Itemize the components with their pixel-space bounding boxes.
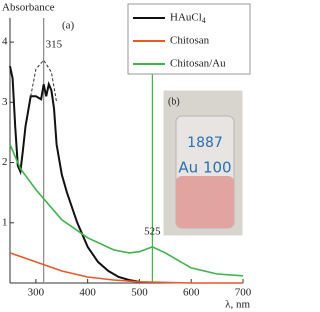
x-tick-label: 600: [183, 287, 200, 299]
x-tick-label: 300: [28, 287, 45, 299]
marker-label: 525: [144, 225, 161, 237]
subscript: 4: [202, 16, 206, 25]
legend-label: Chitosan/Au: [170, 58, 226, 70]
panel-label: (a): [62, 20, 75, 32]
jar-liquid: [176, 176, 234, 228]
chart: Absorbance (a) λ, nm (b) 1887 Au 100 300…: [2, 2, 251, 311]
legend-label: Chitosan: [170, 35, 210, 47]
handwriting: 1887: [187, 135, 223, 151]
y-axis-label: Absorbance: [2, 2, 55, 14]
x-axis-label: λ, nm: [225, 299, 250, 311]
y-tick-label: 3: [2, 96, 8, 108]
series-line: [9, 252, 243, 284]
inset-label: (b): [168, 96, 180, 107]
y-tick-label: 1: [2, 216, 8, 228]
x-tick-label: 500: [131, 287, 148, 299]
legend-box: [127, 3, 251, 75]
legend-label: HAuCl4: [170, 12, 206, 25]
marker-label: 315: [46, 39, 63, 51]
y-tick-label: 2: [2, 156, 8, 168]
handwriting: Au 100: [178, 159, 231, 177]
x-tick-label: 700: [235, 287, 251, 299]
series-line: [9, 144, 244, 277]
x-tick-label: 400: [79, 287, 96, 299]
series-line: [9, 65, 140, 283]
inset-photo: (b) 1887 Au 100: [162, 89, 244, 237]
y-tick-label: 4: [2, 36, 8, 48]
